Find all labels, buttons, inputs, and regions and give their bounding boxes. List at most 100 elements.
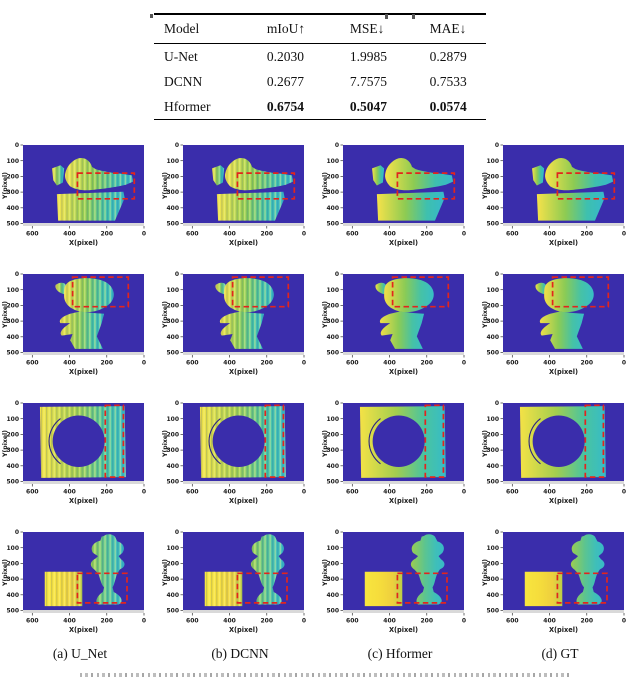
svg-text:200: 200: [261, 360, 274, 367]
svg-text:600: 600: [506, 231, 519, 238]
svg-text:0: 0: [462, 231, 466, 238]
svg-text:500: 500: [6, 350, 19, 357]
svg-text:200: 200: [101, 489, 114, 496]
svg-text:Y(pixel): Y(pixel): [162, 172, 169, 200]
svg-text:600: 600: [346, 618, 359, 625]
svg-text:200: 200: [326, 174, 339, 181]
svg-text:X(pixel): X(pixel): [69, 626, 98, 634]
svg-text:600: 600: [186, 618, 199, 625]
svg-text:0: 0: [462, 489, 466, 496]
svg-text:400: 400: [223, 231, 236, 238]
svg-text:600: 600: [186, 360, 199, 367]
svg-text:500: 500: [326, 479, 339, 486]
svg-text:100: 100: [166, 287, 179, 294]
svg-text:0: 0: [622, 489, 626, 496]
svg-text:300: 300: [486, 189, 499, 196]
svg-text:X(pixel): X(pixel): [229, 626, 258, 634]
svg-text:Y(pixel): Y(pixel): [482, 301, 489, 329]
svg-text:600: 600: [506, 618, 519, 625]
plot-r4-unet: 0 100 200 300 400 500 600 400 200 0 X(pixel) Y(pixe…: [0, 522, 160, 643]
comparison-figure: 0 100 200 300 400 500 600 400 200 0 X(pixel) Y(pixe…: [0, 135, 640, 662]
svg-text:0: 0: [142, 489, 146, 496]
svg-text:X(pixel): X(pixel): [549, 239, 578, 247]
svg-text:200: 200: [261, 618, 274, 625]
svg-text:Y(pixel): Y(pixel): [2, 559, 9, 587]
svg-text:0: 0: [495, 142, 499, 149]
svg-text:100: 100: [486, 545, 499, 552]
svg-text:200: 200: [326, 561, 339, 568]
svg-text:300: 300: [166, 447, 179, 454]
svg-text:500: 500: [326, 221, 339, 228]
svg-text:0: 0: [622, 360, 626, 367]
svg-text:500: 500: [326, 350, 339, 357]
svg-text:400: 400: [6, 592, 19, 599]
svg-text:0: 0: [335, 400, 339, 407]
svg-text:400: 400: [166, 205, 179, 212]
plot-r1-unet: 0 100 200 300 400 500 600 400 200 0 X(pixel) Y(pixe…: [0, 135, 160, 256]
svg-text:200: 200: [581, 618, 594, 625]
plot-r1-hformer: 0 100 200 300 400 500 600 400 200 0 X(pixel) Y(pixe…: [320, 135, 480, 256]
svg-text:300: 300: [166, 318, 179, 325]
svg-text:600: 600: [26, 231, 39, 238]
svg-text:400: 400: [383, 618, 396, 625]
svg-text:200: 200: [101, 231, 114, 238]
svg-text:300: 300: [486, 447, 499, 454]
svg-text:X(pixel): X(pixel): [69, 368, 98, 376]
svg-text:0: 0: [15, 400, 19, 407]
svg-text:0: 0: [175, 142, 179, 149]
svg-text:300: 300: [6, 447, 19, 454]
svg-text:600: 600: [26, 360, 39, 367]
svg-text:200: 200: [261, 489, 274, 496]
svg-text:200: 200: [486, 432, 499, 439]
svg-text:300: 300: [6, 318, 19, 325]
results-table-wrap: Model mIoU↑ MSE↓ MAE↓ U-Net 0.2030 1.998…: [154, 13, 486, 120]
svg-text:200: 200: [6, 174, 19, 181]
mse-value: 1.9985: [349, 48, 388, 64]
table-row-best: Hformer 0.6754 0.5047 0.0574: [154, 94, 486, 120]
plot-r4-dcnn: 0 100 200 300 400 500 600 400 200 0 X(pixel) Y(pixe…: [160, 522, 320, 643]
svg-text:200: 200: [166, 432, 179, 439]
svg-text:300: 300: [486, 576, 499, 583]
svg-text:X(pixel): X(pixel): [549, 626, 578, 634]
svg-text:200: 200: [261, 231, 274, 238]
svg-text:300: 300: [166, 189, 179, 196]
svg-text:0: 0: [15, 271, 19, 278]
svg-text:400: 400: [486, 334, 499, 341]
svg-text:400: 400: [383, 489, 396, 496]
table-header-row: Model mIoU↑ MSE↓ MAE↓: [154, 14, 486, 44]
svg-text:X(pixel): X(pixel): [389, 239, 418, 247]
svg-text:400: 400: [326, 592, 339, 599]
svg-text:600: 600: [186, 489, 199, 496]
svg-text:500: 500: [326, 608, 339, 615]
svg-text:400: 400: [223, 360, 236, 367]
svg-text:600: 600: [346, 489, 359, 496]
svg-text:400: 400: [223, 618, 236, 625]
svg-text:Y(pixel): Y(pixel): [322, 301, 329, 329]
svg-text:400: 400: [486, 205, 499, 212]
svg-text:100: 100: [6, 158, 19, 165]
svg-text:400: 400: [166, 334, 179, 341]
svg-text:0: 0: [335, 271, 339, 278]
svg-text:X(pixel): X(pixel): [549, 368, 578, 376]
svg-text:Y(pixel): Y(pixel): [322, 172, 329, 200]
svg-text:200: 200: [581, 489, 594, 496]
svg-text:Y(pixel): Y(pixel): [482, 430, 489, 458]
col-header-miou: mIoU↑: [256, 14, 340, 44]
mse-value: 7.7575: [349, 73, 388, 89]
svg-text:0: 0: [462, 618, 466, 625]
plot-r3-unet: 0 100 200 300 400 500 600 400 200 0 X(pixel) Y(pixe…: [0, 393, 160, 514]
svg-text:600: 600: [506, 489, 519, 496]
svg-text:400: 400: [543, 489, 556, 496]
svg-text:200: 200: [326, 432, 339, 439]
mae-value: 0.7533: [429, 73, 467, 89]
svg-text:200: 200: [101, 360, 114, 367]
svg-text:400: 400: [63, 618, 76, 625]
svg-text:500: 500: [6, 221, 19, 228]
svg-text:100: 100: [326, 545, 339, 552]
miou-value: 0.2677: [266, 73, 305, 89]
svg-text:200: 200: [166, 561, 179, 568]
svg-text:0: 0: [175, 271, 179, 278]
svg-text:200: 200: [421, 231, 434, 238]
svg-text:400: 400: [166, 592, 179, 599]
svg-text:300: 300: [6, 189, 19, 196]
